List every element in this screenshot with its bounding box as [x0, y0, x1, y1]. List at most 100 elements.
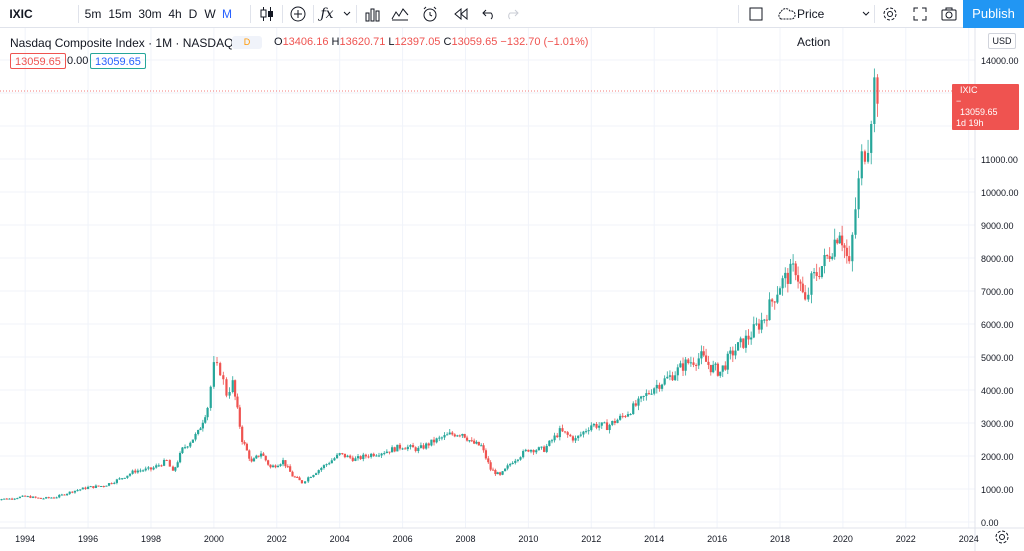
candle-body	[496, 472, 499, 475]
candle-body	[595, 423, 598, 428]
undo-icon[interactable]	[478, 0, 500, 28]
candle-body	[65, 493, 69, 496]
candle-body	[238, 407, 241, 427]
candle-body	[228, 391, 231, 396]
candle-body	[574, 438, 577, 441]
candle-body	[309, 477, 312, 479]
candle-body	[144, 468, 147, 471]
candle-body	[279, 464, 282, 466]
interval-5m[interactable]: 5m	[84, 7, 102, 21]
toolbar-divider	[250, 5, 251, 23]
candle-body	[736, 342, 740, 351]
candle-body	[516, 459, 520, 461]
dropdown-icon[interactable]	[340, 0, 354, 28]
candle-body	[435, 438, 438, 443]
candle-body	[679, 363, 682, 368]
chevron-down-icon[interactable]	[860, 0, 872, 28]
ask-price-box[interactable]: 13059.65	[90, 53, 146, 69]
time-tick-label: 1994	[15, 534, 35, 544]
time-tick-label: 2008	[455, 534, 475, 544]
candle-body	[136, 470, 139, 473]
candle-body	[105, 485, 108, 487]
candle-body	[532, 449, 535, 453]
replay-icon[interactable]	[388, 0, 412, 28]
add-circle-icon[interactable]	[286, 0, 310, 28]
spread-value: 0.00	[67, 55, 89, 67]
settings-icon[interactable]	[878, 0, 902, 28]
candle-body	[663, 378, 666, 385]
data-status-badge[interactable]: D	[232, 36, 262, 49]
candle-body	[660, 384, 664, 389]
chart-settings-icon[interactable]	[994, 529, 1010, 545]
candle-body	[79, 489, 82, 491]
candle-body	[31, 496, 35, 498]
candle-body	[519, 457, 522, 460]
fullscreen-icon[interactable]	[908, 0, 932, 28]
cloud-icon[interactable]	[774, 0, 798, 28]
candle-body	[468, 440, 471, 442]
candle-body	[634, 403, 637, 406]
candles-icon[interactable]	[255, 0, 279, 28]
candle-body	[5, 498, 8, 500]
candle-body	[231, 380, 234, 392]
candle-body	[269, 464, 272, 468]
candle-body	[419, 445, 423, 448]
candle-body	[84, 487, 87, 489]
square-icon[interactable]	[745, 0, 767, 28]
bar-chart-icon[interactable]	[360, 0, 384, 28]
candle-body	[139, 470, 142, 472]
candle-body	[356, 456, 360, 459]
candle-body	[375, 455, 378, 457]
time-tick-label: 2004	[330, 534, 350, 544]
bid-price-box[interactable]: 13059.65	[10, 53, 66, 69]
high-label: H	[331, 36, 340, 48]
symbol-search[interactable]: IXIC	[9, 7, 33, 21]
open-value: 13406.16	[282, 36, 329, 48]
candle-body	[501, 471, 504, 475]
candle-body	[3, 498, 6, 500]
interval-30m[interactable]: 30m	[138, 7, 162, 21]
interval-4h[interactable]: 4h	[168, 7, 182, 21]
candle-body	[836, 239, 839, 244]
publish-button[interactable]: Publish	[963, 0, 1024, 28]
candle-body	[619, 415, 622, 420]
interval-m[interactable]: M	[222, 7, 232, 21]
candle-body	[191, 439, 195, 443]
candle-body	[349, 455, 352, 458]
candle-body	[577, 435, 580, 439]
low-label: L	[388, 36, 395, 48]
candle-body	[731, 350, 734, 356]
candle-body	[448, 432, 451, 435]
candle-body	[209, 386, 212, 408]
currency-label[interactable]: USD	[988, 33, 1016, 49]
candle-body	[695, 364, 698, 366]
candle-body	[197, 430, 200, 434]
candle-body	[489, 462, 492, 470]
candle-body	[475, 441, 478, 444]
candle-body	[603, 422, 606, 424]
candle-body	[359, 456, 362, 460]
interval-d[interactable]: D	[188, 7, 198, 21]
candle-body	[42, 498, 45, 500]
candle-body	[845, 247, 848, 257]
candle-body	[252, 458, 256, 462]
candle-body	[411, 445, 415, 448]
camera-icon[interactable]	[937, 0, 961, 28]
interval-w[interactable]: W	[204, 7, 216, 21]
fx-icon[interactable]: ƒx	[320, 6, 334, 22]
last-price-symbol: IXIC	[960, 85, 978, 95]
candle-body	[76, 490, 79, 492]
alert-clock-icon[interactable]	[418, 0, 442, 28]
candle-body	[383, 453, 386, 455]
candle-body	[264, 455, 267, 461]
candle-body	[24, 495, 27, 497]
interval-15m[interactable]: 15m	[108, 7, 132, 21]
template-selector[interactable]: Price Action	[797, 7, 831, 49]
candle-body	[765, 319, 768, 321]
candle-body	[257, 455, 260, 457]
candle-body	[704, 355, 708, 362]
rewind-icon[interactable]	[449, 0, 473, 28]
candle-body	[385, 451, 388, 454]
price-chart[interactable]: 14000.0013000.0012000.0011000.0010000.00…	[0, 28, 1024, 551]
candle-body	[558, 428, 561, 438]
